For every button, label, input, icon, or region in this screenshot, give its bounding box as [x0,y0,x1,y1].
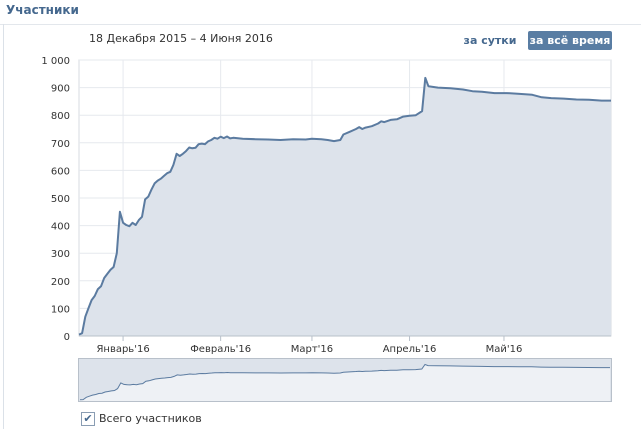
x-tick-label: Январь'16 [96,344,149,355]
all-time-button[interactable]: за всё время [528,31,612,50]
date-range-label: 18 Декабря 2015 – 4 Июня 2016 [89,32,273,45]
x-tick-label: Март'16 [291,344,333,355]
legend-checkbox[interactable]: ✔ [81,412,95,426]
navigator-chart[interactable] [78,358,612,402]
y-tick-label: 300 [51,249,70,260]
navigator-line [79,363,610,401]
chart-panel [3,24,641,429]
series-area [79,77,611,337]
section-title: Участники [6,3,79,17]
y-tick-label: 700 [51,139,70,150]
navigator-area [80,364,610,401]
checkmark-icon: ✔ [83,412,93,425]
y-tick-label: 400 [51,222,70,233]
y-tick-label: 0 [64,332,70,343]
y-tick-label: 500 [51,194,70,205]
legend-label: Всего участников [99,412,202,425]
y-tick-label: 200 [51,277,70,288]
y-tick-label: 1 000 [41,56,70,67]
section-header: Участники [0,0,641,25]
x-tick-label: Май'16 [486,344,523,355]
per-day-button[interactable]: за сутки [463,34,517,47]
x-tick-label: Февраль'16 [190,344,251,355]
main-chart[interactable]: 0 100 200 300 400 500 600 700 800 900 1 000 Январь'… [0,50,641,360]
y-tick-label: 900 [51,84,70,95]
y-tick-label: 600 [51,166,70,177]
y-tick-label: 100 [51,304,70,315]
x-tick-label: Апрель'16 [383,344,437,355]
series-line [78,76,611,336]
y-tick-label: 800 [51,111,70,122]
